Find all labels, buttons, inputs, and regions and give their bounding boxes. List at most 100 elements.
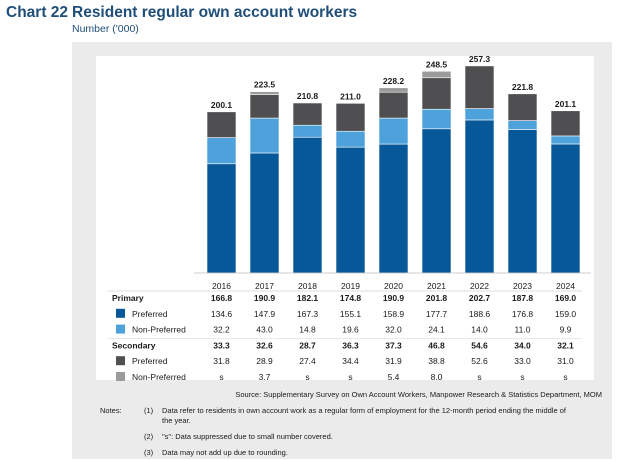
- category-label: 2017: [255, 281, 274, 291]
- note-item: (2) "s": Data suppressed due to small num…: [144, 432, 333, 441]
- bar-segment: [335, 130, 366, 148]
- table-cell: 187.8: [512, 293, 534, 303]
- note-number: (1): [144, 406, 154, 415]
- table-cell: 134.6: [211, 309, 233, 319]
- stacked-bar-chart: 200.1 223.5 210.8 211.0 228.2 248.5 257.3 221.8…: [96, 54, 594, 382]
- table-cell: 34.4: [342, 356, 359, 366]
- bar-segment: [421, 77, 452, 110]
- legend-swatch: [116, 372, 125, 381]
- table-cell: 8.0: [431, 372, 443, 382]
- bar-segment: [421, 70, 452, 79]
- bar-segment: [292, 136, 323, 274]
- note-text-continued: the year.: [162, 416, 191, 425]
- chart-number: Chart 22: [6, 4, 69, 21]
- bar-segment: [421, 108, 452, 130]
- table-cell: 34.0: [514, 340, 531, 350]
- bar-segment: [507, 93, 538, 121]
- total-label: 210.8: [297, 91, 319, 101]
- table-cell: 201.8: [426, 293, 448, 303]
- table-cell: 28.9: [256, 356, 273, 366]
- category-label: 2018: [298, 281, 317, 291]
- table-cell: 182.1: [297, 293, 319, 303]
- table-cell: s: [477, 372, 481, 382]
- total-label: 257.3: [469, 54, 491, 64]
- note-text: Data refer to residents in own account w…: [162, 406, 566, 415]
- note-number: (2): [144, 432, 154, 441]
- note-text: Data may not add up due to rounding.: [162, 448, 288, 457]
- note-item: (1) Data refer to residents in own accoun…: [144, 406, 566, 415]
- table-cell: 166.8: [211, 293, 233, 303]
- bar-segment: [335, 146, 366, 274]
- table-cell: 36.3: [342, 340, 359, 350]
- category-label: 2021: [427, 281, 446, 291]
- bar-segment: [421, 128, 452, 274]
- table-cell: 14.0: [471, 325, 488, 335]
- table-cell: 158.9: [383, 309, 405, 319]
- table-cell: 46.8: [428, 340, 445, 350]
- note-text: "s": Data suppressed due to small number…: [162, 432, 333, 441]
- legend-swatch: [116, 324, 125, 334]
- category-label: 2020: [384, 281, 403, 291]
- table-cell: 147.9: [254, 309, 276, 319]
- bar-segment: [292, 124, 323, 138]
- table-cell: 32.0: [385, 325, 402, 335]
- table-cell: 190.9: [254, 293, 276, 303]
- table-cell: 174.8: [340, 293, 362, 303]
- note-number: (3): [144, 448, 154, 457]
- bar-segment: [206, 137, 237, 165]
- table-cell: s: [520, 372, 524, 382]
- bar-segment: [249, 94, 280, 119]
- table-cell: 19.6: [342, 325, 359, 335]
- bar-segment: [507, 129, 538, 274]
- total-label: 223.5: [254, 80, 276, 90]
- category-label: 2023: [513, 281, 532, 291]
- total-label: 211.0: [340, 91, 361, 101]
- table-cell: 43.0: [256, 325, 273, 335]
- table-cell: 28.7: [299, 340, 316, 350]
- table-cell: 33.3: [213, 340, 230, 350]
- bar-segment: [550, 110, 581, 137]
- bar-segment: [550, 135, 581, 145]
- bar-segment: [378, 87, 409, 93]
- table-cell: 14.8: [299, 325, 316, 335]
- note-item: (3) Data may not add up due to rounding.: [144, 448, 288, 457]
- bar-segment: [464, 119, 495, 274]
- table-cell: 32.1: [557, 340, 574, 350]
- bar-segment: [378, 117, 409, 145]
- source-note: Source: Supplementary Survey on Own Acco…: [235, 390, 602, 399]
- category-label: 2022: [470, 281, 489, 291]
- category-label: 2019: [341, 281, 360, 291]
- bar-segment: [464, 65, 495, 109]
- bar-segment: [378, 143, 409, 274]
- bar-segment: [249, 117, 280, 154]
- bar-segment: [550, 143, 581, 274]
- table-cell: s: [219, 372, 223, 382]
- table-cell: s: [563, 372, 567, 382]
- legend-label: Non-Preferred: [132, 372, 186, 382]
- table-cell: 188.6: [469, 309, 491, 319]
- table-cell: 31.8: [213, 356, 230, 366]
- chart-panel: 200.1 223.5 210.8 211.0 228.2 248.5 257.3 221.8…: [72, 42, 612, 459]
- table-cell: 37.3: [385, 340, 402, 350]
- table-cell: 52.6: [471, 356, 488, 366]
- table-group-label: Primary: [112, 293, 144, 303]
- legend-swatch: [116, 356, 125, 366]
- total-label: 221.8: [512, 82, 534, 92]
- table-cell: 38.8: [428, 356, 445, 366]
- table-cell: s: [348, 372, 352, 382]
- table-cell: 3.7: [259, 372, 271, 382]
- legend-label: Preferred: [132, 309, 168, 319]
- table-cell: 31.0: [557, 356, 574, 366]
- table-cell: 159.0: [555, 309, 577, 319]
- legend-label: Non-Preferred: [132, 325, 186, 335]
- table-cell: 169.0: [555, 293, 577, 303]
- table-cell: 177.7: [426, 309, 448, 319]
- table-cell: 202.7: [469, 293, 491, 303]
- bar-segment: [464, 108, 495, 121]
- table-cell: 176.8: [512, 309, 534, 319]
- table-cell: 31.9: [385, 356, 402, 366]
- table-cell: 27.4: [299, 356, 316, 366]
- table-cell: 32.6: [256, 340, 273, 350]
- chart-subtitle: Number ('000): [72, 23, 139, 35]
- bar-segment: [206, 163, 237, 274]
